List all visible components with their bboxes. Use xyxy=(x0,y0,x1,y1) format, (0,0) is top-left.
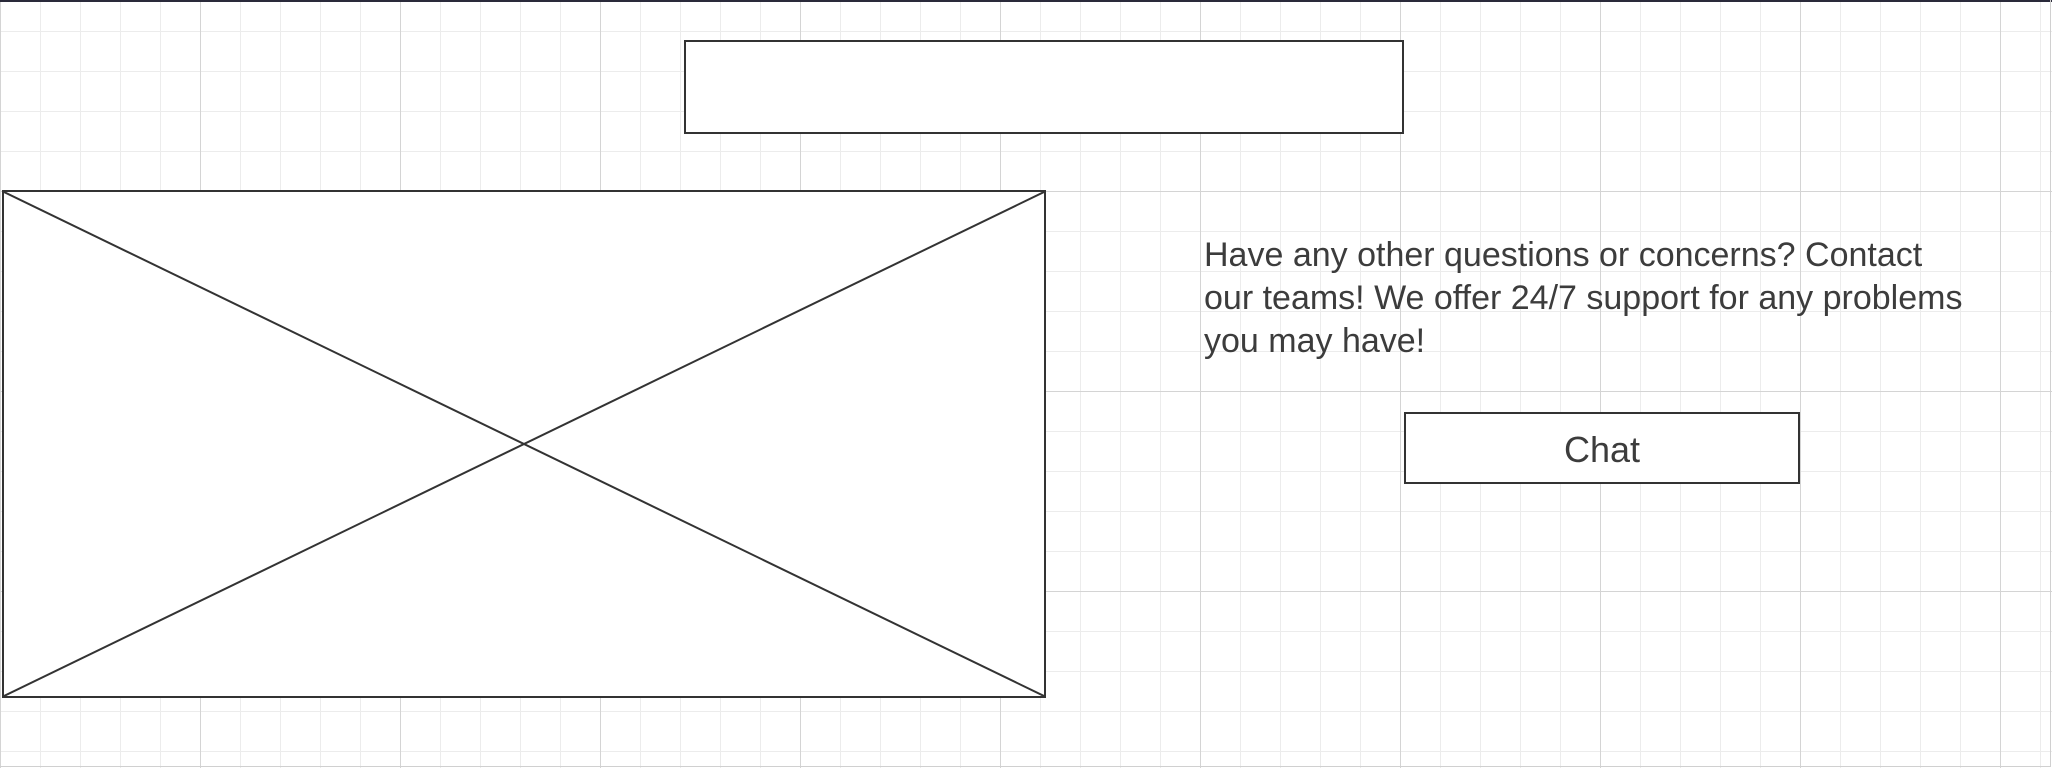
chat-button[interactable]: Chat xyxy=(1404,412,1800,484)
image-placeholder xyxy=(2,190,1046,698)
support-message: Have any other questions or concerns? Co… xyxy=(1204,236,1963,360)
header-placeholder xyxy=(684,40,1404,134)
placeholder-diagonal-2 xyxy=(4,192,1044,696)
canvas-top-edge xyxy=(0,0,2052,2)
image-placeholder-icon xyxy=(4,192,1044,696)
